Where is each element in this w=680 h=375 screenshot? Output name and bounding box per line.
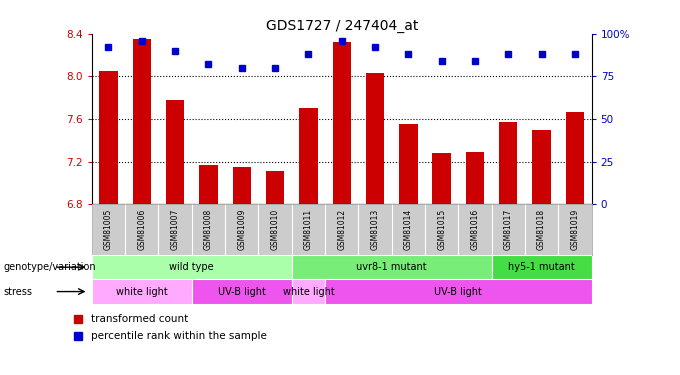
Bar <box>399 124 418 204</box>
Bar <box>266 171 284 204</box>
Text: UV-B light: UV-B light <box>435 286 482 297</box>
Text: genotype/variation: genotype/variation <box>3 262 96 272</box>
Text: wild type: wild type <box>169 262 214 272</box>
Bar <box>432 153 451 204</box>
Text: GSM81009: GSM81009 <box>237 209 246 250</box>
Bar <box>499 122 517 204</box>
Bar <box>299 108 318 204</box>
Text: GSM81015: GSM81015 <box>437 209 446 250</box>
Text: transformed count: transformed count <box>90 314 188 324</box>
Bar <box>492 255 592 279</box>
Bar <box>532 130 551 204</box>
Text: GSM81016: GSM81016 <box>471 209 479 250</box>
Text: GSM81007: GSM81007 <box>171 209 180 250</box>
Bar <box>133 39 151 204</box>
Text: GSM81010: GSM81010 <box>271 209 279 250</box>
Text: GSM81008: GSM81008 <box>204 209 213 250</box>
Bar <box>292 279 325 304</box>
Text: GSM81019: GSM81019 <box>571 209 579 250</box>
Bar <box>92 255 292 279</box>
Text: white light: white light <box>282 286 335 297</box>
Title: GDS1727 / 247404_at: GDS1727 / 247404_at <box>265 19 418 33</box>
Bar <box>192 279 292 304</box>
Bar <box>199 165 218 204</box>
Bar <box>92 279 192 304</box>
Text: GSM81017: GSM81017 <box>504 209 513 250</box>
Bar <box>99 71 118 204</box>
Bar <box>233 167 251 204</box>
Bar <box>466 152 484 204</box>
Text: UV-B light: UV-B light <box>218 286 266 297</box>
Bar <box>366 73 384 204</box>
Text: GSM81011: GSM81011 <box>304 209 313 249</box>
Text: GSM81012: GSM81012 <box>337 209 346 249</box>
Bar <box>566 112 584 204</box>
Text: percentile rank within the sample: percentile rank within the sample <box>90 331 267 340</box>
Text: GSM81013: GSM81013 <box>371 209 379 250</box>
Text: hy5-1 mutant: hy5-1 mutant <box>508 262 575 272</box>
Text: white light: white light <box>116 286 168 297</box>
Bar <box>325 279 592 304</box>
Text: GSM81014: GSM81014 <box>404 209 413 250</box>
Text: uvr8-1 mutant: uvr8-1 mutant <box>356 262 427 272</box>
Bar <box>292 255 492 279</box>
Text: GSM81005: GSM81005 <box>104 209 113 250</box>
Bar <box>333 42 351 204</box>
Text: GSM81006: GSM81006 <box>137 209 146 250</box>
Text: stress: stress <box>3 286 33 297</box>
Bar <box>166 100 184 204</box>
Text: GSM81018: GSM81018 <box>537 209 546 249</box>
